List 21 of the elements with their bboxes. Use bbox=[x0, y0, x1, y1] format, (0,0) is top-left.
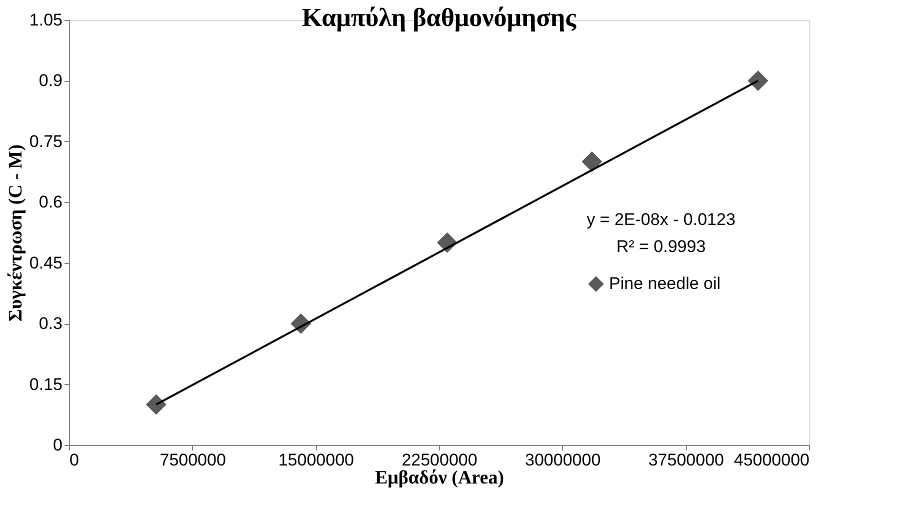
y-tick-label: 0.45 bbox=[29, 253, 62, 272]
y-tick-label: 1.05 bbox=[29, 10, 62, 30]
x-tick-label: 15000000 bbox=[278, 450, 354, 470]
x-tick-label: 22500000 bbox=[402, 450, 478, 470]
legend-label: Pine needle oil bbox=[609, 274, 721, 293]
x-tick-label: 0 bbox=[70, 450, 79, 470]
y-tick-label: 0.9 bbox=[38, 71, 62, 90]
annotation: R² = 0.9993 bbox=[616, 236, 706, 256]
y-tick-label: 0.6 bbox=[38, 192, 62, 212]
annotation: y = 2E-08x - 0.0123 bbox=[586, 210, 736, 229]
x-tick-label: 45000000 bbox=[734, 450, 810, 470]
y-tick-label: 0.3 bbox=[38, 314, 62, 334]
y-tick-label: 0.75 bbox=[29, 132, 62, 151]
y-tick-label: 0.15 bbox=[29, 374, 62, 394]
y-axis-title: Συγκέντρωση (C - M) bbox=[5, 144, 26, 322]
x-tick-label: 7500000 bbox=[160, 450, 226, 470]
x-tick-label: 30000000 bbox=[525, 450, 601, 470]
y-tick-label: 0 bbox=[53, 436, 62, 454]
x-axis-title: Εμβαδόν (Area) bbox=[374, 468, 504, 488]
x-tick-label: 37500000 bbox=[648, 450, 724, 470]
chart-title: Καμπύλη βαθμονόμησης bbox=[302, 3, 578, 32]
